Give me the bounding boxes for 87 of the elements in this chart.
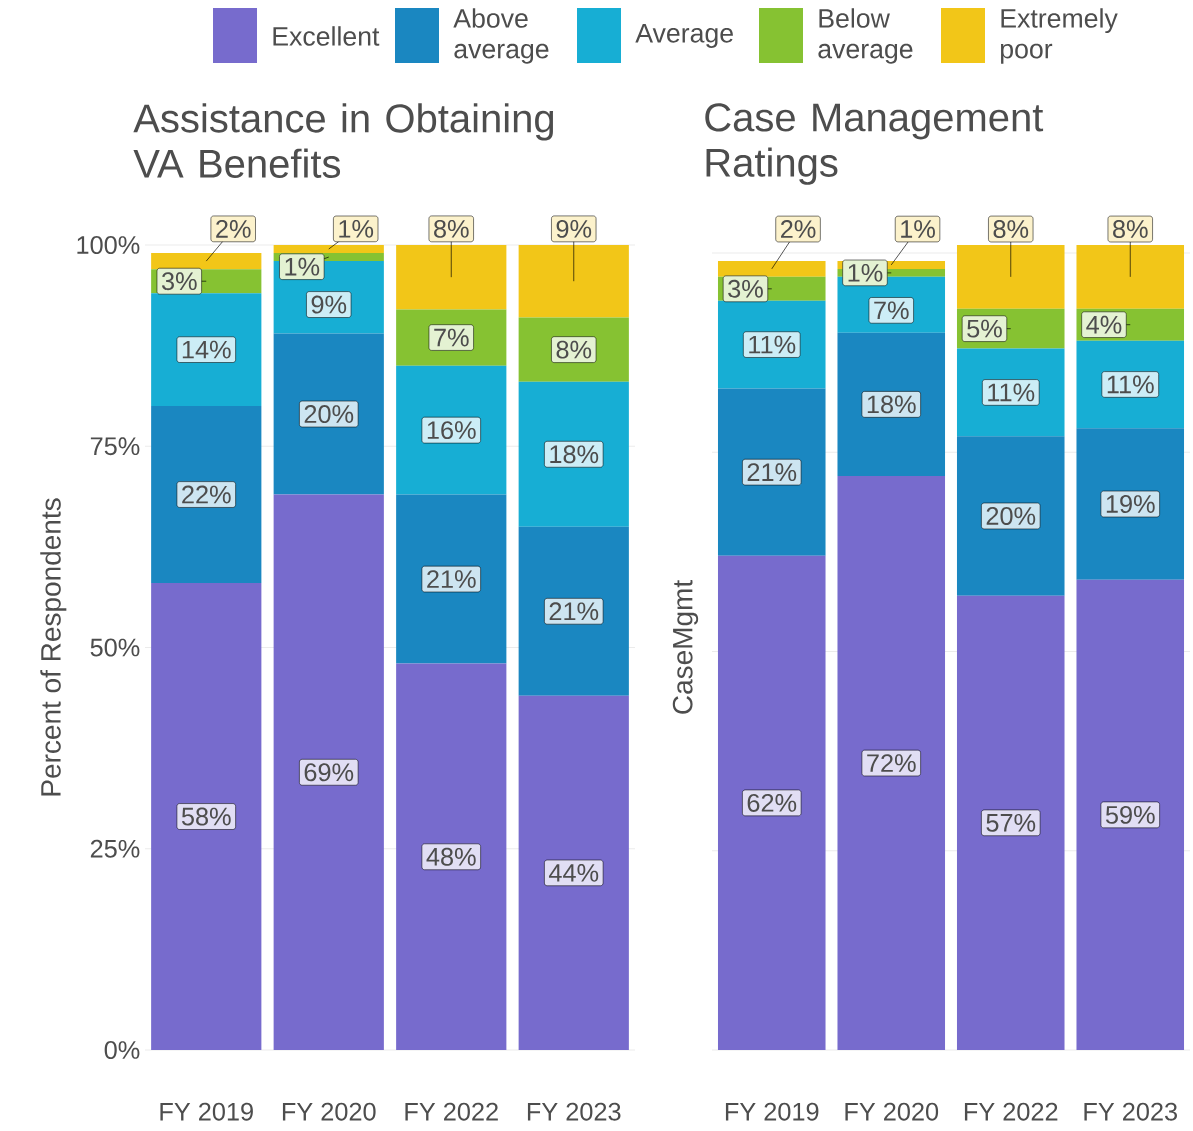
x-tick-label: FY 2019	[160, 1102, 253, 1121]
data-label: 58%	[181, 807, 231, 826]
bar	[273, 494, 384, 1050]
chart-title: Case Management Ratings	[705, 103, 1044, 185]
bar	[717, 388, 826, 556]
bar	[1076, 244, 1185, 309]
data-label: 8%	[993, 220, 1029, 239]
data-label: 62%	[747, 793, 797, 812]
data-label: 20%	[986, 507, 1036, 525]
data-label: 11%	[1107, 375, 1154, 394]
legend-label: Excellent	[273, 26, 380, 46]
data-label: 8%	[434, 219, 469, 238]
y-tick-label: 50%	[90, 638, 140, 657]
data-label: 9%	[556, 219, 592, 238]
bar	[518, 695, 629, 1050]
x-tick-label: FY 2020	[282, 1102, 376, 1121]
data-label: 57%	[986, 813, 1036, 832]
data-label: 7%	[434, 328, 469, 347]
data-label: 18%	[550, 445, 599, 464]
bar	[518, 526, 629, 696]
data-label: 4%	[1086, 315, 1122, 334]
x-tick-label: FY 2020	[845, 1102, 939, 1121]
data-label: 19%	[1106, 495, 1155, 513]
bar	[396, 663, 507, 1050]
data-label: 20%	[304, 405, 354, 424]
data-label: 3%	[728, 279, 763, 298]
bar	[396, 494, 507, 664]
x-tick-label: FY 2023	[527, 1102, 621, 1121]
data-label: 5%	[967, 319, 1002, 338]
data-label: 2%	[781, 220, 816, 238]
legend-label: Above average	[453, 8, 549, 64]
bar	[717, 555, 826, 1050]
data-label: 1%	[848, 264, 883, 282]
data-label: 16%	[427, 421, 476, 440]
bar	[273, 333, 384, 495]
bar	[151, 405, 262, 584]
x-tick-label: FY 2023	[1084, 1102, 1177, 1121]
bar	[396, 244, 507, 310]
y-tick-label: 0%	[104, 1041, 140, 1059]
data-label: 44%	[548, 864, 599, 882]
bar	[151, 253, 262, 270]
data-label: 3%	[161, 272, 197, 291]
data-label: 72%	[867, 754, 916, 772]
chart-title: Assistance in Obtaining VA Benefits	[133, 103, 554, 178]
legend-label: Extremely poor	[1000, 8, 1118, 64]
data-label: 8%	[556, 340, 592, 359]
bar	[717, 260, 826, 277]
data-label: 7%	[874, 301, 909, 320]
bar	[518, 244, 629, 318]
y-axis-title: Percent of Respondents	[40, 498, 67, 796]
x-tick-label: FY 2022	[964, 1102, 1058, 1121]
bar	[396, 365, 507, 495]
x-tick-label: FY 2019	[725, 1102, 819, 1121]
data-label: 1%	[901, 220, 935, 238]
data-label: 1%	[285, 257, 320, 276]
data-label: 48%	[426, 847, 476, 866]
bar	[518, 381, 629, 527]
data-label: 1%	[339, 220, 374, 238]
data-label: 21%	[549, 602, 599, 621]
bar	[1076, 579, 1185, 1050]
data-label: 11%	[988, 383, 1035, 402]
data-label: 11%	[749, 335, 796, 354]
y-tick-label: 25%	[90, 839, 140, 858]
y-tick-label: 75%	[90, 437, 140, 456]
data-label: 8%	[1113, 220, 1148, 239]
y-axis-title: CaseMgmt	[672, 580, 699, 714]
data-label: 18%	[867, 395, 916, 414]
data-label: 69%	[304, 763, 354, 782]
data-label: 14%	[182, 340, 231, 359]
bar	[1076, 428, 1185, 580]
bar	[151, 583, 262, 1050]
data-label: 21%	[747, 463, 797, 482]
bar	[273, 244, 384, 254]
legend-label: Average	[635, 24, 733, 48]
y-tick-label: 100%	[77, 236, 140, 254]
bar	[837, 332, 946, 477]
data-label: 9%	[311, 295, 347, 314]
data-label: 21%	[427, 570, 476, 588]
data-label: 59%	[1105, 805, 1155, 824]
bar	[956, 436, 1065, 596]
data-label: 2%	[216, 219, 251, 238]
data-label: 22%	[182, 485, 231, 504]
legend-label: Below average	[818, 8, 913, 64]
bar	[956, 244, 1065, 309]
bar	[956, 595, 1065, 1050]
x-tick-label: FY 2022	[405, 1102, 498, 1121]
bar	[837, 476, 946, 1050]
